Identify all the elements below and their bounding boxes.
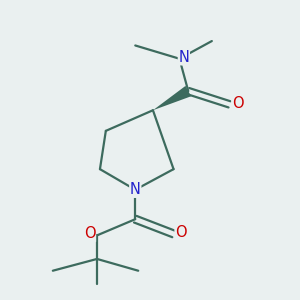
Text: O: O <box>232 96 244 111</box>
Polygon shape <box>153 86 191 110</box>
Text: N: N <box>178 50 189 65</box>
Text: O: O <box>84 226 95 242</box>
Text: N: N <box>130 182 141 197</box>
Text: O: O <box>175 225 187 240</box>
